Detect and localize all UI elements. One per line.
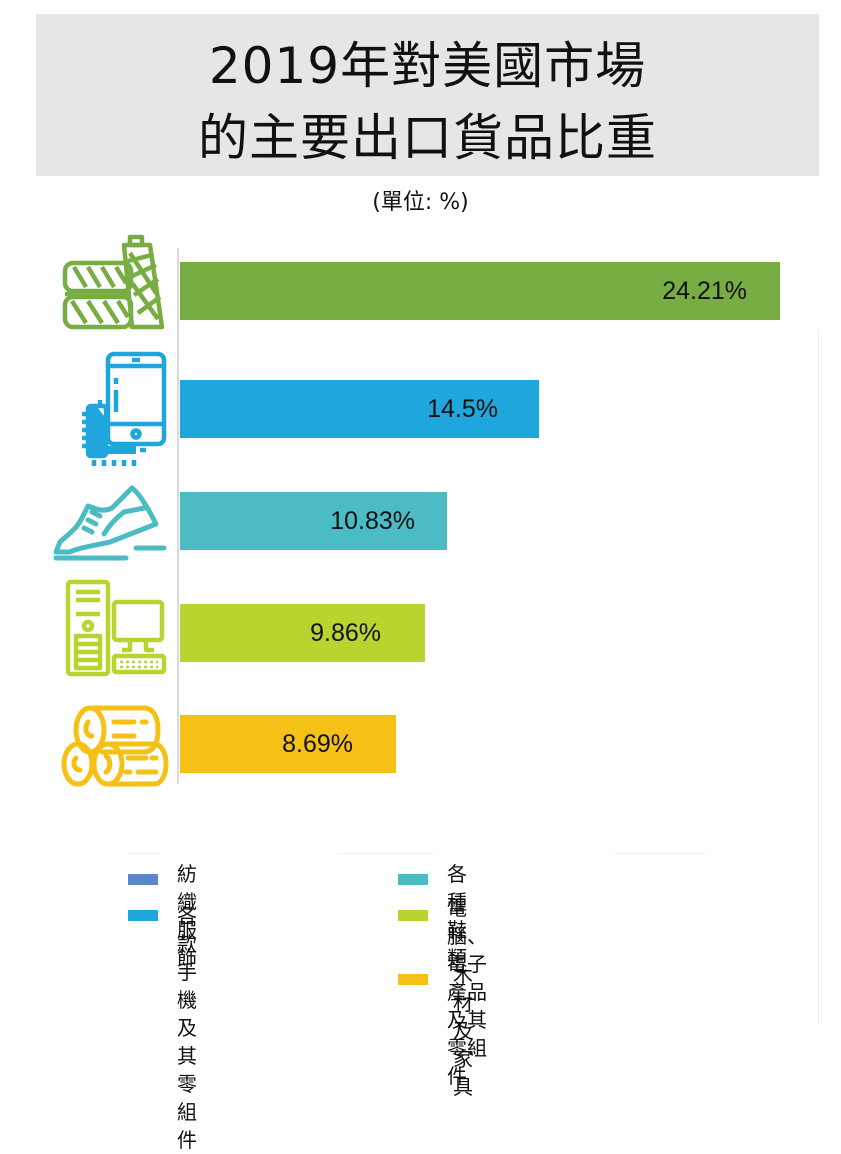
legend-swatch xyxy=(128,910,158,921)
legend-swatch xyxy=(398,974,428,985)
legend-swatch xyxy=(398,874,428,885)
bar-value-label: 14.5% xyxy=(427,395,498,423)
smartphone-chip-icon xyxy=(82,351,167,466)
legend-divider xyxy=(128,853,160,854)
bar-footwear: 10.83% xyxy=(180,492,447,550)
legend-label: 各款手機及其零 組件 xyxy=(177,904,197,1152)
logs-icon xyxy=(61,705,169,787)
bar-value-label: 9.86% xyxy=(310,619,381,647)
frame-border xyxy=(818,330,819,1024)
y-axis-line xyxy=(177,248,179,784)
legend-divider xyxy=(338,853,434,854)
bar-value-label: 10.83% xyxy=(330,507,415,535)
bar-wood: 8.69% xyxy=(180,715,396,773)
desktop-computer-icon xyxy=(65,579,167,677)
chart-title-line-2: 的主要出口貨品比重 xyxy=(198,109,657,167)
sneaker-icon xyxy=(53,485,167,561)
yarn-spool-icon xyxy=(62,234,165,330)
bar-textiles: 24.21% xyxy=(180,262,780,320)
bar-computers: 9.86% xyxy=(180,604,425,662)
title-banner: 2019年對美國市場 的主要出口貨品比重 xyxy=(36,14,819,176)
legend-label: 木材及家具 xyxy=(453,963,473,1099)
chart-title-line-1: 2019年對美國市場 xyxy=(208,37,647,95)
legend-swatch xyxy=(398,910,428,921)
legend-label: 紡織服飾 xyxy=(177,862,197,970)
unit-label: (單位: %) xyxy=(372,190,469,215)
legend-swatch xyxy=(128,874,158,885)
legend-divider xyxy=(612,853,708,854)
bar-value-label: 24.21% xyxy=(662,277,747,305)
bar-phones: 14.5% xyxy=(180,380,539,438)
legend-label: 各種鞋類 xyxy=(447,862,467,970)
bar-value-label: 8.69% xyxy=(282,730,353,758)
